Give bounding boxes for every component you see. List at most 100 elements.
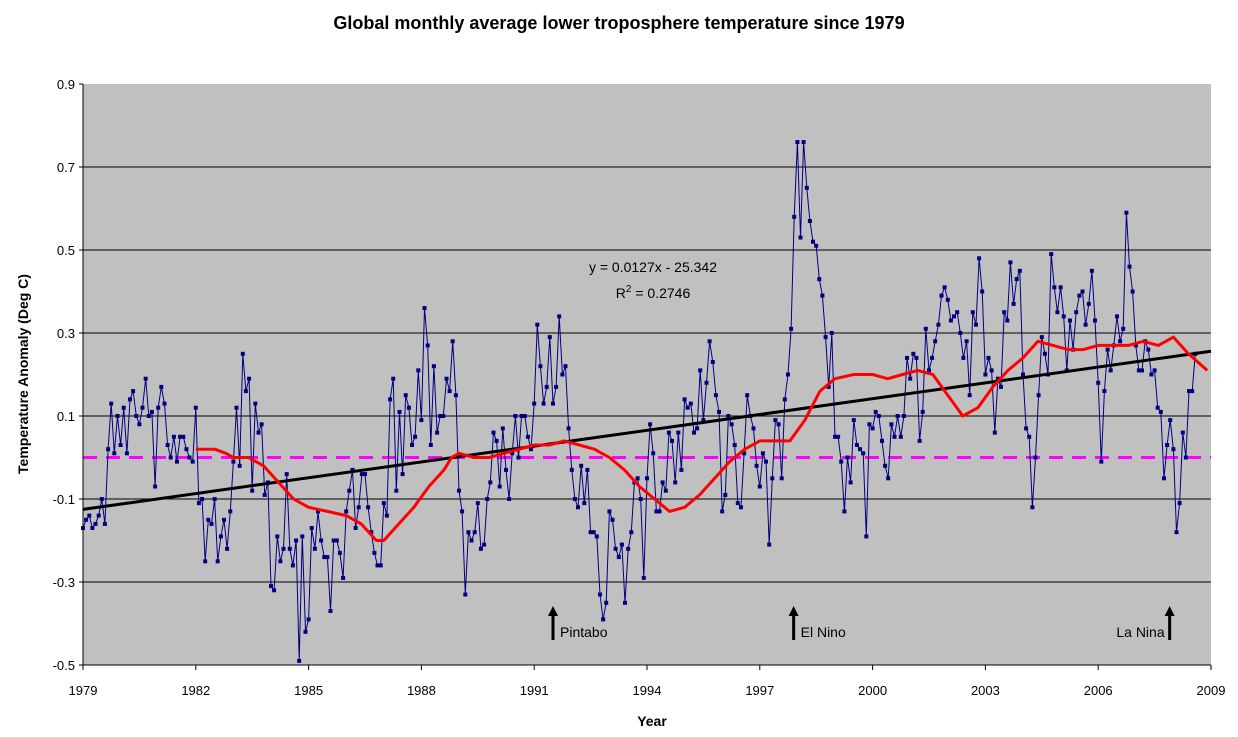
monthly-point: [510, 451, 515, 456]
monthly-point: [504, 467, 508, 472]
monthly-point: [795, 140, 800, 145]
monthly-point: [256, 430, 261, 435]
monthly-point: [560, 372, 565, 377]
monthly-point: [234, 405, 239, 410]
monthly-point: [538, 364, 543, 369]
monthly-point: [858, 447, 862, 452]
monthly-point: [804, 185, 809, 190]
monthly-series-line: [82, 142, 1196, 661]
monthly-point: [820, 293, 825, 298]
monthly-point: [977, 256, 982, 261]
monthly-point: [525, 434, 530, 439]
monthly-point: [579, 463, 584, 468]
monthly-point: [306, 617, 311, 622]
monthly-point: [397, 409, 402, 414]
monthly-point: [1133, 343, 1138, 348]
monthly-point: [1180, 430, 1185, 435]
x-tick-label: 1982: [181, 683, 210, 698]
monthly-point: [563, 364, 568, 369]
monthly-point: [469, 538, 474, 543]
monthly-point: [908, 376, 913, 381]
monthly-point: [372, 550, 377, 555]
monthly-point: [356, 505, 361, 510]
monthly-point: [491, 430, 496, 435]
monthly-point: [588, 530, 593, 535]
monthly-point: [1096, 380, 1101, 385]
monthly-point: [403, 393, 408, 398]
annotation-layer: Pintabo El Nino La Nina: [548, 606, 1175, 640]
monthly-point: [786, 372, 790, 377]
monthly-point: [948, 318, 953, 323]
monthly-point: [159, 384, 164, 389]
monthly-point: [833, 434, 837, 439]
monthly-point: [494, 438, 499, 443]
monthly-point: [651, 451, 656, 456]
monthly-point: [723, 492, 728, 497]
monthly-point: [892, 434, 897, 439]
monthly-point: [544, 384, 549, 389]
monthly-point: [1080, 289, 1085, 294]
monthly-point: [106, 447, 111, 452]
monthly-point: [773, 418, 778, 423]
monthly-point: [284, 472, 289, 477]
monthly-point: [732, 443, 737, 447]
y-tick-label: 0.9: [57, 77, 75, 92]
monthly-point: [1042, 351, 1047, 356]
monthly-point: [118, 443, 123, 447]
monthly-point: [140, 405, 145, 410]
monthly-point: [1086, 301, 1091, 306]
monthly-point: [695, 426, 700, 431]
monthly-point: [735, 501, 740, 506]
monthly-point: [149, 409, 154, 414]
monthly-point: [739, 505, 743, 510]
monthly-point: [1039, 335, 1044, 340]
monthly-point: [1146, 347, 1151, 352]
monthly-point: [999, 384, 1003, 389]
monthly-point: [529, 447, 533, 452]
x-tick-label: 2006: [1084, 683, 1113, 698]
monthly-point: [594, 534, 599, 539]
monthly-point: [381, 501, 386, 506]
monthly-point: [460, 509, 465, 514]
monthly-point: [607, 509, 612, 514]
monthly-point: [406, 405, 411, 410]
monthly-point: [789, 326, 794, 331]
monthly-point: [485, 497, 490, 501]
monthly-point: [911, 351, 916, 356]
monthly-point: [243, 389, 248, 394]
monthly-point: [262, 492, 267, 497]
monthly-point: [604, 600, 609, 605]
annotation-arrow-head: [548, 606, 558, 616]
monthly-point: [842, 509, 847, 514]
monthly-point: [663, 488, 668, 493]
monthly-point: [1061, 314, 1066, 319]
monthly-point: [591, 530, 596, 535]
monthly-point: [472, 530, 477, 535]
monthly-point: [1017, 268, 1022, 273]
monthly-point: [359, 472, 364, 477]
monthly-point: [1149, 372, 1154, 377]
monthly-point: [836, 434, 841, 439]
y-axis-label: Temperature Anomaly (Deg C): [15, 274, 31, 474]
monthly-point: [811, 239, 815, 244]
monthly-point: [112, 451, 117, 456]
monthly-point: [218, 534, 223, 539]
monthly-point: [413, 434, 418, 439]
monthly-point: [582, 501, 587, 506]
monthly-point: [974, 322, 978, 327]
monthly-point: [363, 472, 367, 477]
monthly-point: [281, 546, 286, 551]
monthly-point: [817, 277, 822, 282]
monthly-point: [867, 422, 872, 427]
monthly-point: [444, 376, 449, 381]
x-tick-label: 1988: [407, 683, 436, 698]
monthly-point: [619, 542, 624, 547]
monthly-point: [845, 455, 850, 460]
monthly-point: [610, 517, 615, 522]
running-mean-line: [195, 335, 1209, 542]
x-tick-label: 1979: [69, 683, 98, 698]
monthly-point: [1155, 405, 1160, 410]
monthly-point: [1027, 434, 1032, 439]
monthly-point: [551, 401, 555, 406]
monthly-point: [178, 434, 183, 439]
